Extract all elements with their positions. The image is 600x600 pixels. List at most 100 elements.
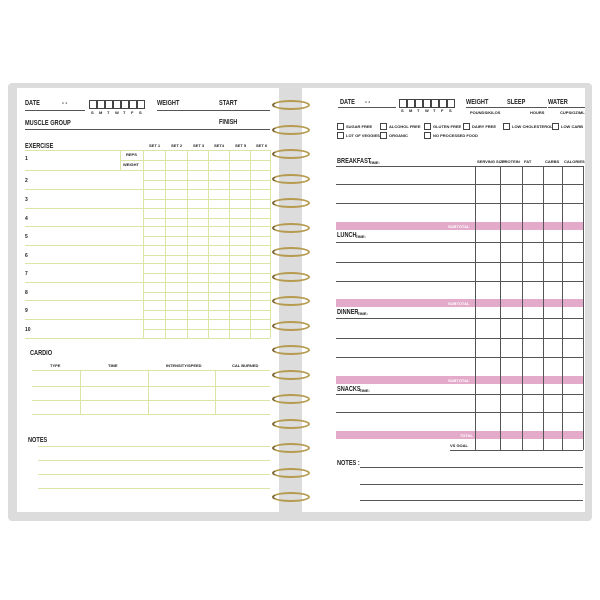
finish-label: FINISH — [219, 119, 238, 126]
day-box[interactable] — [97, 100, 105, 109]
day-box[interactable] — [105, 100, 113, 109]
grid-vline — [143, 150, 144, 338]
row-line — [336, 166, 583, 167]
total-band — [336, 431, 583, 439]
grid-line — [32, 400, 270, 401]
grid-line — [25, 245, 270, 246]
meal-time: TIME: — [369, 160, 380, 165]
weight-unit: POUNDS/KILOS — [470, 110, 501, 115]
day-box[interactable] — [399, 99, 407, 108]
day-box[interactable] — [89, 100, 97, 109]
day-label: F — [441, 108, 444, 113]
day-box[interactable] — [121, 100, 129, 109]
row-line — [336, 203, 583, 204]
grid-subline — [143, 199, 270, 200]
grid-vline — [229, 150, 230, 338]
cardio-header: INTENSITY/SPEED — [166, 363, 202, 368]
day-label: T — [107, 110, 110, 115]
meal-label: LUNCH — [337, 232, 357, 239]
day-box[interactable] — [415, 99, 423, 108]
day-label: S — [139, 110, 142, 115]
subtotal-band — [336, 222, 583, 230]
checkbox-label: ALCOHOL FREE — [389, 124, 421, 129]
spiral-ring — [272, 247, 310, 257]
grid-line — [25, 208, 270, 209]
checkbox[interactable] — [380, 132, 387, 139]
day-box[interactable] — [137, 100, 145, 109]
checkbox[interactable] — [424, 132, 431, 139]
spiral-ring — [272, 271, 310, 282]
meal-time: TIME: — [357, 311, 368, 316]
column-header: PROTEIN — [502, 159, 520, 164]
sleep-label: SLEEP — [507, 99, 526, 106]
column-line — [475, 166, 476, 450]
checkbox[interactable] — [424, 123, 431, 130]
spiral-ring — [272, 173, 310, 184]
column-line — [522, 166, 523, 450]
day-label: T — [417, 108, 420, 113]
weight-line — [466, 107, 520, 108]
checkbox-label: LOW CARB — [561, 124, 583, 129]
set-header: SET 5 — [235, 143, 247, 148]
date-line — [338, 107, 396, 108]
checkbox[interactable] — [463, 123, 470, 130]
exercise-row-number: 1 — [25, 156, 28, 162]
muscle-line — [25, 129, 270, 130]
grid-subline — [143, 218, 270, 219]
row-line — [336, 412, 583, 413]
checkbox[interactable] — [552, 123, 559, 130]
spiral-ring — [272, 345, 310, 355]
exercise-row-number: 8 — [25, 290, 28, 296]
subtotal-label: SUBTOTAL — [448, 224, 470, 229]
grid-vline — [187, 150, 188, 338]
spiral-ring — [272, 467, 310, 478]
checkbox[interactable] — [503, 123, 510, 130]
checkbox-label: SUGAR FREE — [346, 124, 373, 129]
day-box[interactable] — [129, 100, 137, 109]
set-header: SET 2 — [171, 143, 183, 148]
exercise-row-number: 5 — [25, 234, 28, 240]
grid-line — [32, 414, 270, 415]
date-label: DATE — [25, 100, 40, 107]
notes-line — [38, 488, 270, 489]
meal-label: DINNER — [337, 309, 359, 316]
subtotal-label: SUBTOTAL — [448, 378, 470, 383]
exercise-row-number: 10 — [25, 327, 31, 333]
set-header: SET 1 — [149, 143, 161, 148]
total-label: TOTAL — [460, 433, 473, 438]
grid-vline — [165, 150, 166, 338]
notes-line — [38, 446, 270, 447]
grid-subline — [143, 236, 270, 237]
column-line — [562, 166, 563, 450]
row-line — [336, 338, 583, 339]
day-box[interactable] — [439, 99, 447, 108]
checkbox-label: LOT OF VEGGIES — [346, 133, 380, 138]
day-box[interactable] — [431, 99, 439, 108]
set-header: SET4 — [214, 143, 225, 148]
water-line — [548, 107, 585, 108]
notes-line — [360, 467, 583, 468]
grid-subline — [143, 180, 270, 181]
set-header: SET 3 — [193, 143, 205, 148]
day-box[interactable] — [447, 99, 455, 108]
meal-label: SNACKS — [337, 386, 361, 393]
day-box[interactable] — [113, 100, 121, 109]
checkbox[interactable] — [337, 132, 344, 139]
subtotal-band — [336, 376, 583, 384]
row-line — [336, 281, 583, 282]
reps-label: REPS — [126, 152, 137, 157]
exercise-row-number: 6 — [25, 253, 28, 259]
spiral-ring — [272, 418, 310, 429]
day-label: F — [131, 110, 134, 115]
grid-line — [32, 370, 270, 371]
checkbox[interactable] — [380, 123, 387, 130]
exercise-row-number: 7 — [25, 271, 28, 277]
date-dashes: - - — [62, 100, 68, 107]
day-box[interactable] — [423, 99, 431, 108]
notes-label: NOTES — [28, 437, 48, 444]
day-box[interactable] — [407, 99, 415, 108]
spiral-ring — [272, 124, 310, 135]
weight-line — [157, 110, 270, 111]
checkbox[interactable] — [337, 123, 344, 130]
notes-label: NOTES : — [337, 460, 360, 467]
